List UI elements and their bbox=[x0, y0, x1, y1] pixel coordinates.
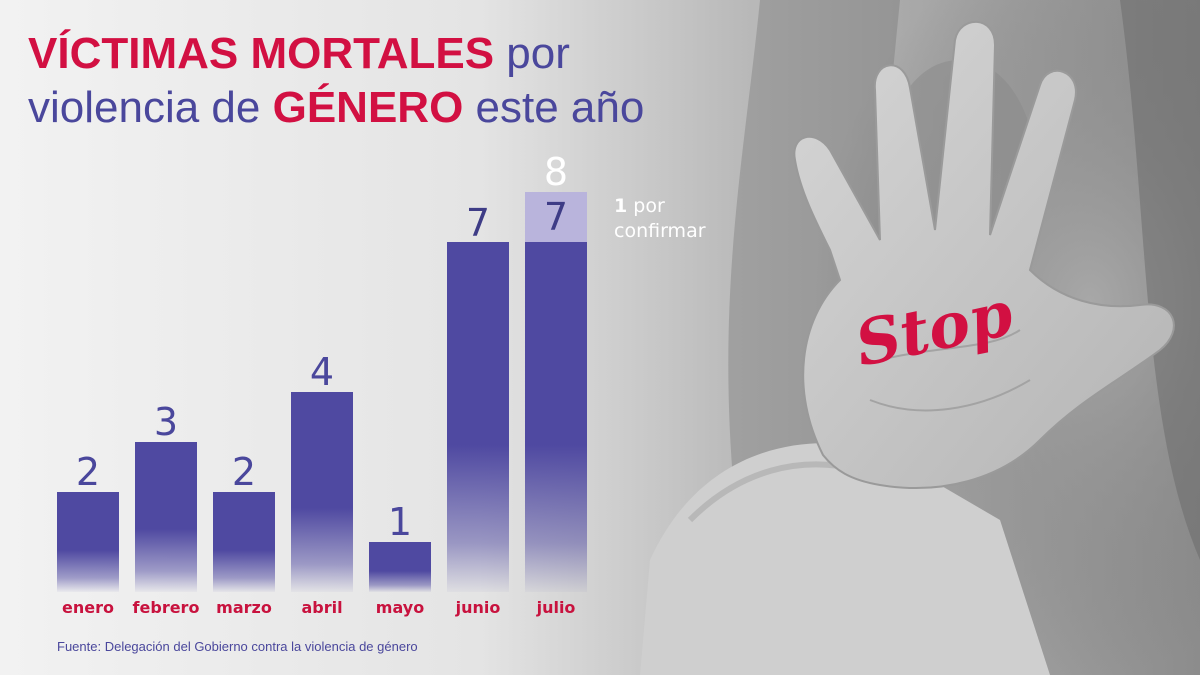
title-line-1: VÍCTIMAS MORTALES por bbox=[28, 30, 570, 78]
title-highlight-victimas: VÍCTIMAS MORTALES bbox=[28, 29, 495, 78]
source-note: Fuente: Delegación del Gobierno contra l… bbox=[57, 639, 418, 654]
value-label-marzo: 2 bbox=[231, 450, 257, 494]
bar-julio bbox=[525, 242, 587, 592]
category-label-mayo: mayo bbox=[375, 598, 425, 617]
pending-note: 1 por confirmar bbox=[614, 194, 706, 244]
bar-febrero bbox=[135, 442, 197, 592]
category-label-febrero: febrero bbox=[132, 598, 200, 617]
category-label-julio: julio bbox=[536, 598, 576, 617]
bar-junio bbox=[447, 242, 509, 592]
category-label-enero: enero bbox=[62, 598, 114, 617]
category-label-abril: abril bbox=[301, 598, 343, 617]
bar-abril bbox=[291, 392, 353, 592]
bar-pending-julio bbox=[525, 192, 587, 242]
value-label-abril: 4 bbox=[309, 350, 335, 394]
title-line-2: violencia de GÉNERO este año bbox=[28, 84, 644, 132]
value-label-julio: 7 bbox=[543, 195, 569, 239]
title-text-por: por bbox=[494, 29, 570, 78]
total-label-julio: 8 bbox=[543, 150, 569, 194]
bar-enero bbox=[57, 492, 119, 592]
category-label-marzo: marzo bbox=[216, 598, 272, 617]
value-label-mayo: 1 bbox=[387, 500, 413, 544]
bar-marzo bbox=[213, 492, 275, 592]
title-highlight-genero: GÉNERO bbox=[272, 83, 464, 132]
value-label-febrero: 3 bbox=[153, 400, 179, 444]
category-label-junio: junio bbox=[455, 598, 501, 617]
bar-mayo bbox=[369, 542, 431, 592]
pending-note-text-1: por bbox=[627, 195, 665, 217]
pending-note-number: 1 bbox=[614, 195, 628, 217]
title-text-violencia: violencia de bbox=[28, 83, 273, 132]
value-label-junio: 7 bbox=[465, 201, 491, 245]
value-label-enero: 2 bbox=[75, 450, 101, 494]
pending-note-text-2: confirmar bbox=[614, 220, 706, 242]
bar-chart: 2 enero 3 febrero 2 marzo 4 abril 1 mayo 7 junio 8 7 j… bbox=[57, 150, 587, 617]
title-text-este-ano: este año bbox=[463, 83, 645, 132]
